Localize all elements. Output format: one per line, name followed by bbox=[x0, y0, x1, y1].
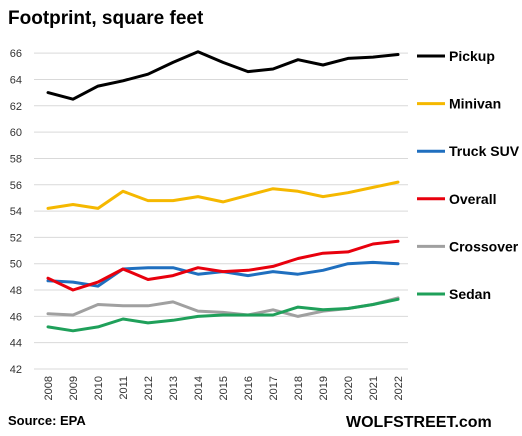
x-axis-ticks: 2008 2009 2010 2011 2012 2013 2014 2015 2016 2017… bbox=[43, 376, 405, 400]
series-line-truck-suv bbox=[46, 260, 400, 288]
x-tick-label: 2021 bbox=[368, 376, 380, 400]
brand-label: WOLFSTREET.com bbox=[346, 414, 492, 431]
y-tick-label: 48 bbox=[10, 285, 22, 297]
legend-label-crossover: Crossover bbox=[449, 238, 519, 254]
y-tick-label: 54 bbox=[10, 206, 22, 218]
y-tick-label: 56 bbox=[10, 180, 22, 192]
y-tick-label: 64 bbox=[10, 74, 22, 86]
x-tick-label: 2009 bbox=[68, 376, 80, 400]
y-tick-label: 52 bbox=[10, 232, 22, 244]
legend-label-truck-suv: Truck SUV bbox=[449, 143, 520, 159]
y-tick-label: 44 bbox=[10, 338, 22, 350]
x-tick-label: 2012 bbox=[143, 376, 155, 400]
gridlines bbox=[34, 52, 408, 370]
legend-label-sedan: Sedan bbox=[449, 286, 491, 302]
x-tick-label: 2017 bbox=[268, 376, 280, 400]
x-tick-label: 2018 bbox=[293, 376, 305, 400]
x-tick-label: 2013 bbox=[168, 376, 180, 400]
x-tick-label: 2008 bbox=[43, 376, 55, 400]
x-tick-label: 2011 bbox=[118, 376, 130, 400]
y-tick-label: 42 bbox=[10, 364, 22, 376]
y-tick-label: 46 bbox=[10, 311, 22, 323]
x-tick-label: 2016 bbox=[243, 376, 255, 400]
x-tick-label: 2014 bbox=[193, 376, 205, 400]
y-tick-label: 58 bbox=[10, 153, 22, 165]
series-line-overall bbox=[46, 239, 400, 292]
legend-label-pickup: Pickup bbox=[449, 48, 495, 64]
x-tick-label: 2022 bbox=[393, 376, 405, 400]
series-line-pickup bbox=[46, 50, 400, 101]
y-tick-label: 50 bbox=[10, 259, 22, 271]
x-tick-label: 2019 bbox=[318, 376, 330, 400]
series-line-minivan bbox=[46, 180, 400, 210]
x-tick-label: 2015 bbox=[218, 376, 230, 400]
chart-title: Footprint, square feet bbox=[8, 8, 204, 29]
source-label: Source: EPA bbox=[8, 413, 86, 428]
legend-label-overall: Overall bbox=[449, 191, 496, 207]
legend-label-minivan: Minivan bbox=[449, 96, 501, 112]
y-axis-ticks: 42 44 46 48 50 52 54 56 58 60 62 64 66 bbox=[10, 48, 22, 376]
y-tick-label: 62 bbox=[10, 101, 22, 113]
y-tick-label: 60 bbox=[10, 127, 22, 139]
x-tick-label: 2020 bbox=[343, 376, 355, 400]
x-tick-label: 2010 bbox=[93, 376, 105, 400]
y-tick-label: 66 bbox=[10, 48, 22, 60]
series-lines bbox=[46, 50, 400, 333]
legend: Pickup Minivan Truck SUV Overall Crossover Se… bbox=[417, 48, 520, 302]
series-line-sedan bbox=[46, 297, 400, 333]
